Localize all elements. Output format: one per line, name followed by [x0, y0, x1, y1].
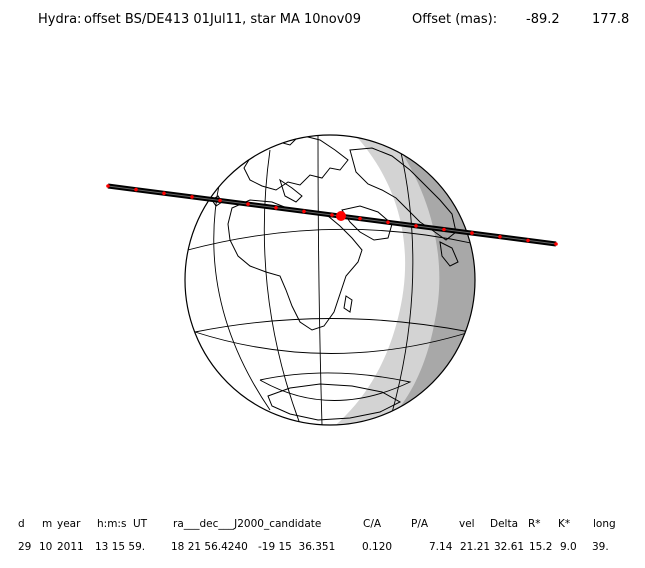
col-pa: P/A	[411, 518, 429, 530]
col-ra-dec: ra___dec___J2000_candidate	[173, 518, 322, 530]
col-year: year	[57, 518, 81, 530]
chord-dot	[470, 231, 474, 235]
val-pa: 7.14	[429, 541, 453, 553]
val-delta: 32.61	[494, 541, 525, 553]
val-hms-ut: 13 15 59.	[95, 541, 146, 553]
chord-dot	[274, 206, 278, 210]
val-ra: 18 21 56.4240	[171, 541, 248, 553]
title-offset-label: Offset (mas):	[412, 12, 498, 27]
col-d: d	[18, 518, 25, 530]
chord-dot	[554, 242, 558, 246]
title-offset-description: offset BS/DE413 01Jul11, star MA 10nov09	[84, 12, 361, 27]
col-rstar: R*	[528, 518, 541, 530]
chord-dot	[190, 195, 194, 199]
val-ca: 0.120	[362, 541, 393, 553]
col-hms: h:m:s	[97, 518, 127, 530]
col-delta: Delta	[490, 518, 519, 530]
chord-dots	[106, 184, 558, 246]
chord-dot	[442, 227, 446, 232]
val-m: 10	[39, 541, 53, 553]
plot-title: Hydra: offset BS/DE413 01Jul11, star MA …	[0, 12, 645, 102]
chord-dot	[162, 191, 166, 196]
val-rstar: 15.2	[529, 541, 553, 553]
col-vel: vel	[459, 518, 475, 530]
chord-dot	[498, 235, 502, 239]
val-year: 2011	[57, 541, 84, 553]
title-object: Hydra:	[38, 12, 82, 27]
val-d: 29	[18, 541, 32, 553]
val-dec: -19 15 36.351	[258, 541, 336, 553]
col-long: long	[593, 518, 616, 530]
col-m: m	[42, 518, 53, 530]
chord-dot	[134, 187, 138, 192]
chord-dot	[106, 184, 110, 188]
chord-dot	[358, 216, 362, 221]
chord-dot	[330, 213, 334, 217]
chord-dot	[302, 209, 306, 214]
val-long: 39.	[592, 541, 609, 553]
closest-approach-marker	[336, 211, 346, 221]
chord-dot	[526, 238, 530, 243]
col-kstar: K*	[558, 518, 571, 530]
chord-dot	[414, 224, 418, 228]
chord-dot	[246, 202, 250, 206]
title-offset-dec: 177.8	[592, 12, 630, 27]
val-kstar: 9.0	[560, 541, 577, 553]
chord-dot	[386, 220, 390, 225]
col-ut: UT	[133, 518, 148, 530]
val-vel: 21.21	[460, 541, 491, 553]
title-offset-ra: -89.2	[526, 12, 560, 27]
col-ca: C/A	[363, 518, 382, 530]
limb	[184, 134, 476, 426]
chord-dot	[218, 198, 222, 203]
